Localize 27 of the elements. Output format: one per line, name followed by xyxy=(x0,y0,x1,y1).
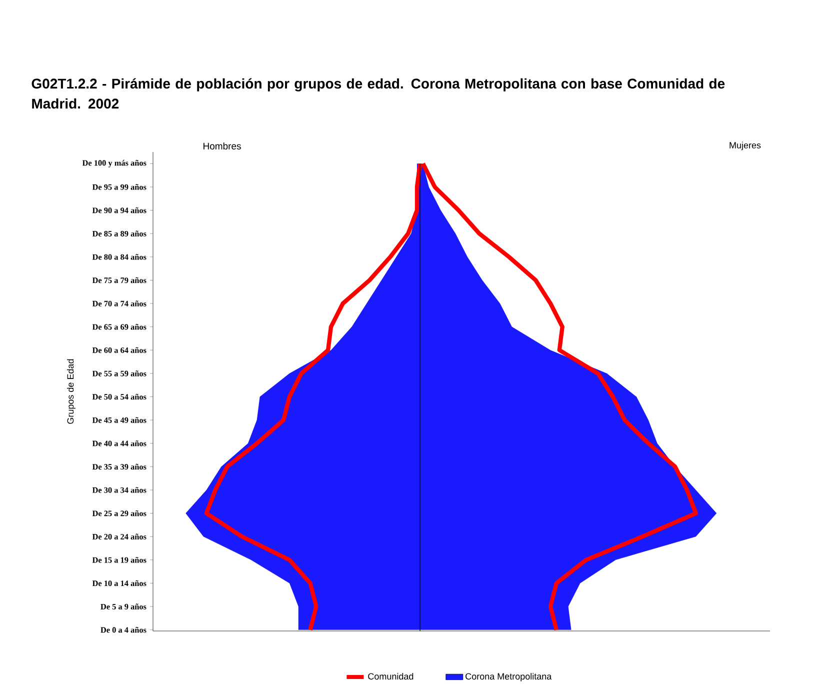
text: Mujeres xyxy=(730,142,761,150)
y-tick-label: De 55 a 59 años xyxy=(92,370,146,376)
legend-label: Corona Metropolitana xyxy=(466,672,552,682)
y-tick-label: De 75 a 79 años xyxy=(92,277,146,284)
text: Hombres xyxy=(204,142,241,150)
y-axis-title: Grupos de Edad xyxy=(67,359,76,424)
y-tick-label: De 15 a 19 años xyxy=(92,556,146,563)
y-tick-label: De 85 a 89 años xyxy=(92,230,146,236)
chart-title: G02T1.2.2 - Pirámide de población por grupos de edad. Corona Metropolitana con base Comunidad de Madrid. 2002 xyxy=(32,78,725,109)
y-tick-label: De 40 a 44 años xyxy=(92,440,146,446)
y-tick-label: De 60 a 64 años xyxy=(92,347,146,354)
legend-label: Comunidad xyxy=(368,672,414,680)
y-tick-label: De 95 a 99 años xyxy=(92,184,146,190)
y-tick-label: De 35 a 39 años xyxy=(92,464,146,470)
y-tick-label: De 30 a 34 años xyxy=(92,487,146,493)
y-tick-label: De 5 a 9 años xyxy=(100,604,146,610)
y-tick-label: De 90 a 94 años xyxy=(92,207,146,214)
y-tick-label: De 20 a 24 años xyxy=(92,534,146,540)
y-tick-label: De 10 a 14 años xyxy=(92,580,146,586)
y-tick-label: De 65 a 69 años xyxy=(92,324,146,330)
y-tick-label: De 80 a 84 años xyxy=(92,254,146,260)
y-tick-label: De 25 a 29 años xyxy=(92,510,146,516)
y-tick-label: De 0 a 4 años xyxy=(100,626,146,633)
y-tick-label: De 70 a 74 años xyxy=(92,300,146,306)
y-tick-label: De 50 a 54 años xyxy=(92,394,146,400)
y-tick-label: De 100 y más años xyxy=(82,160,146,168)
y-tick-label: De 45 a 49 años xyxy=(92,417,146,423)
